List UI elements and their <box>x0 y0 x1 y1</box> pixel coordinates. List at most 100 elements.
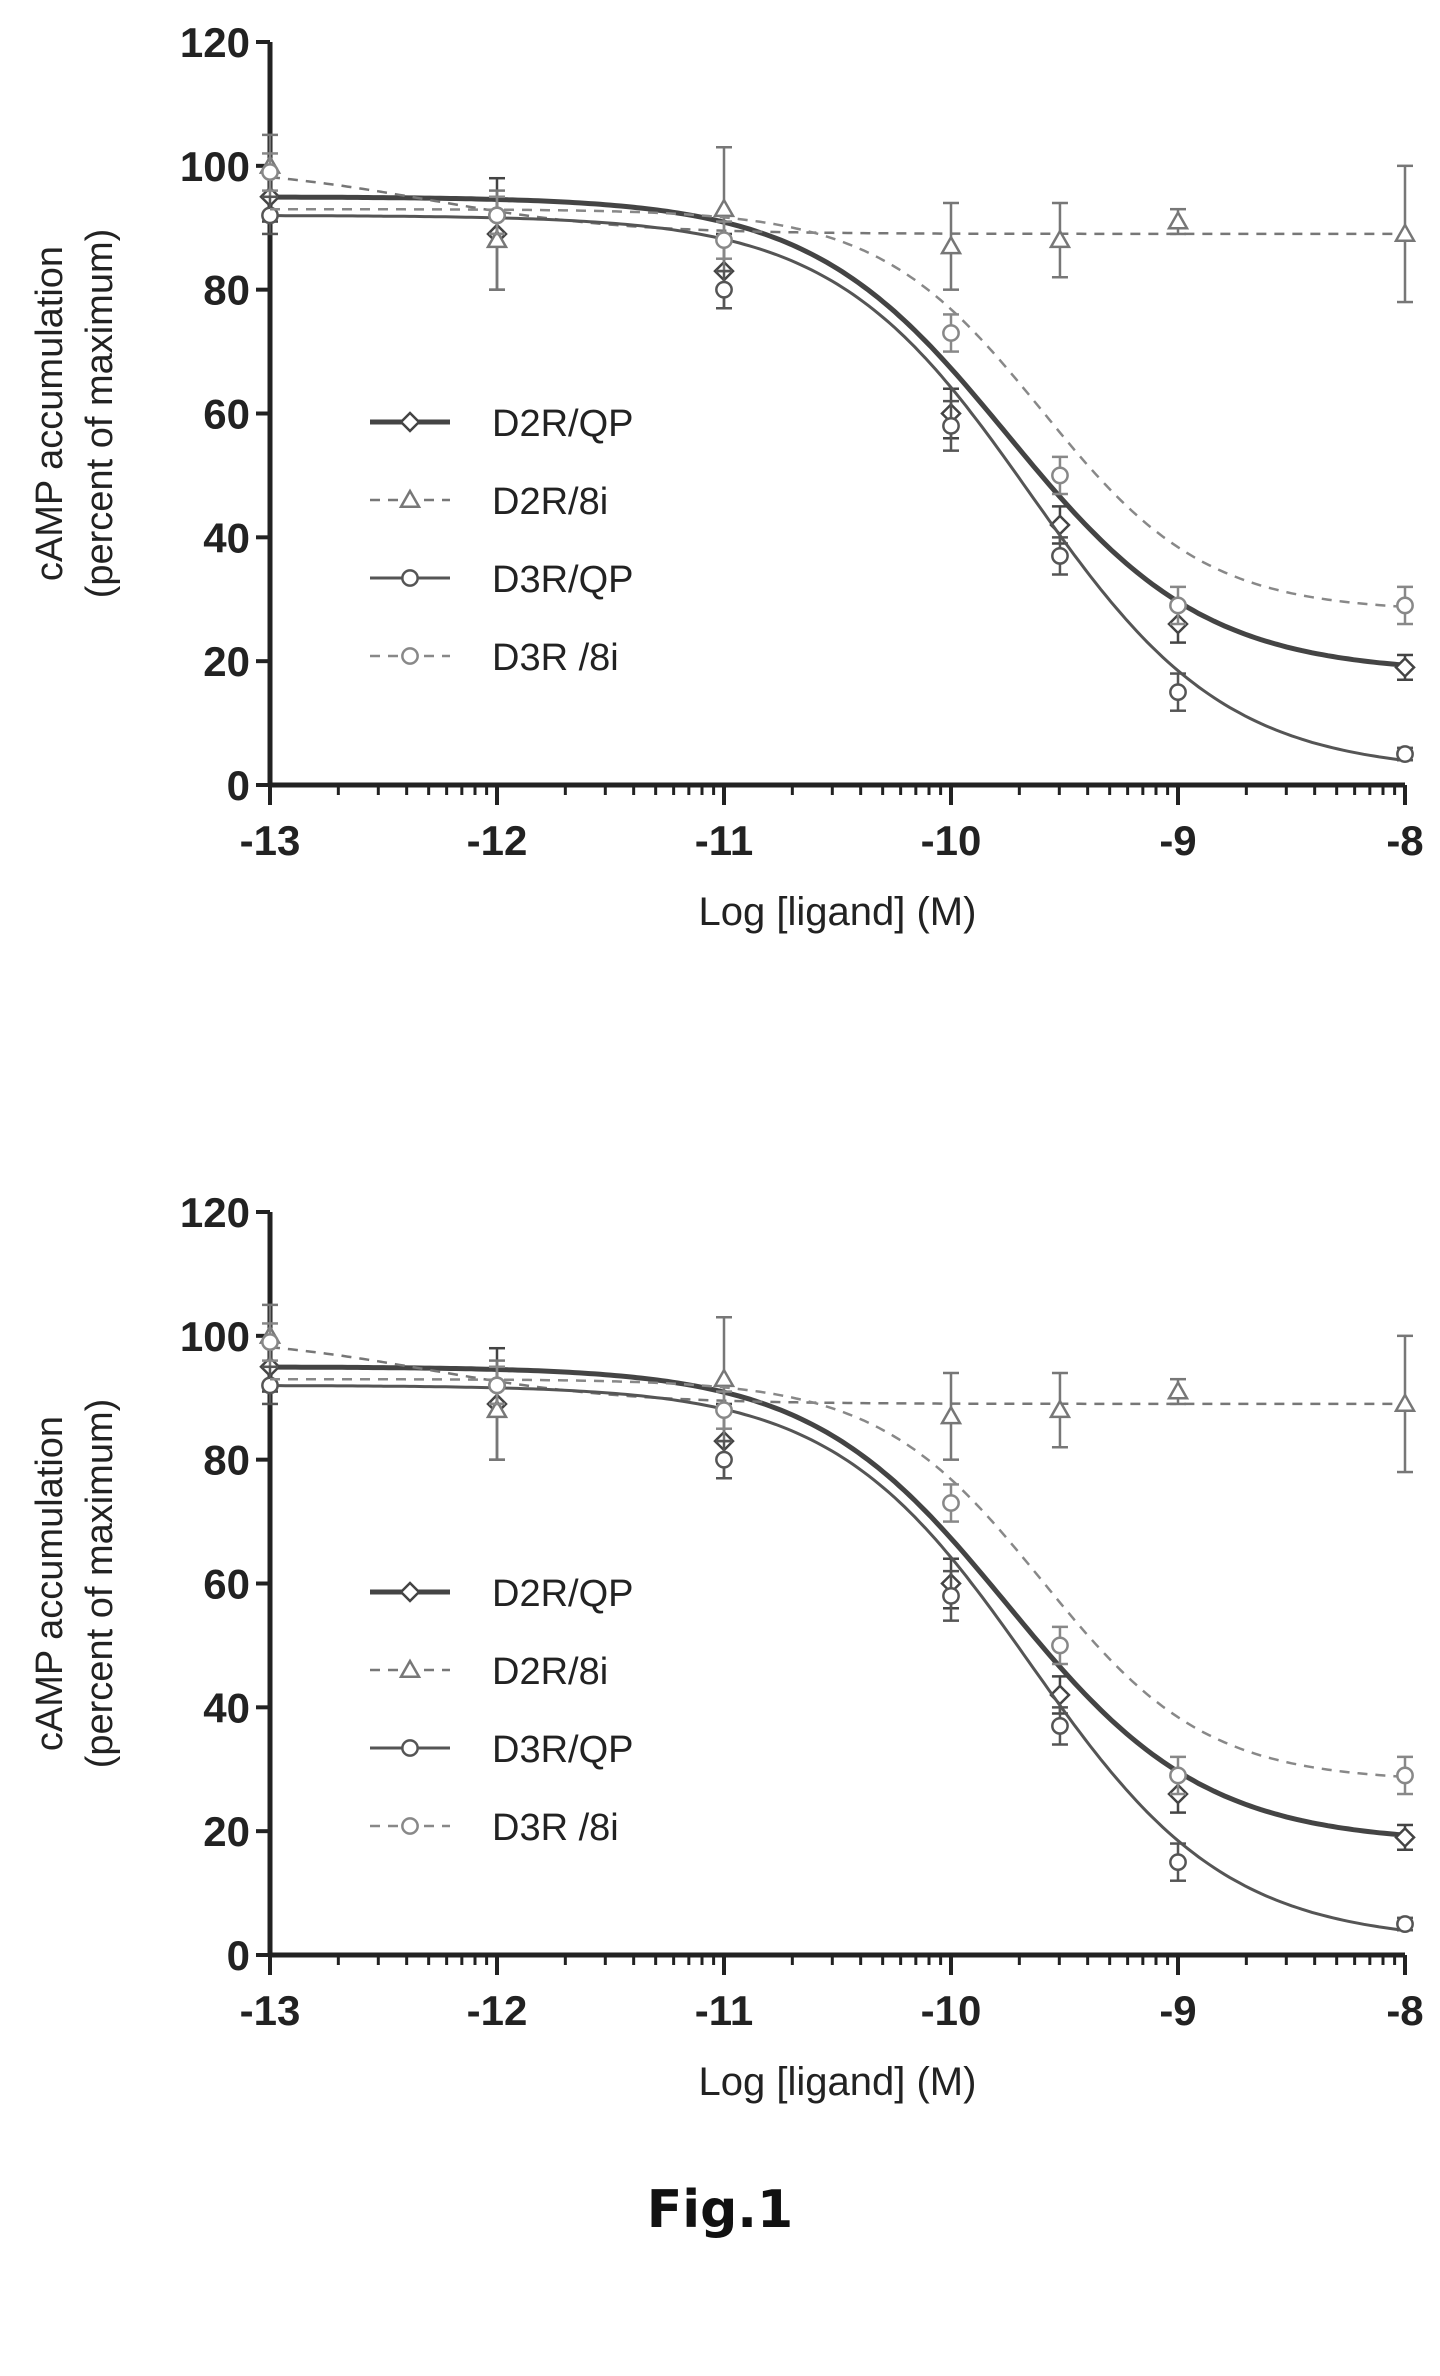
figure-label: Fig.1 <box>646 2180 794 2240</box>
chart-svg-top: 0 20 40 60 80 100 120 -13 -12 -11 -10 -9 -8 Log [liga… <box>29 19 1424 934</box>
c1-x-tick-label-4: -9 <box>1159 1987 1196 2034</box>
c1-legend-label-1: D2R/8i <box>492 1651 608 1693</box>
c0-y-tick-label-2: 40 <box>203 514 250 561</box>
c1-series-1-point <box>1166 1380 1190 1400</box>
c1-y-tick-label-3: 60 <box>203 1561 250 1608</box>
c0-series-3 <box>261 152 1414 626</box>
chart-svg-bottom: 0 20 40 60 80 100 120 -13 -12 -11 -10 -9 -8 Log [liga… <box>29 1189 1424 2104</box>
c0-series-1-point <box>1166 210 1190 230</box>
c1-y-tick-label-1: 20 <box>203 1808 250 1855</box>
c0-series-1-curve <box>269 175 1405 236</box>
c0-x-tick-label-1: -12 <box>467 817 528 864</box>
c1-legend-label-2: D3R/QP <box>492 1729 633 1771</box>
c0-y-axis-sublabel: (percent of maximum) <box>79 229 121 599</box>
c0-legend-marker-3 <box>401 647 419 665</box>
c1-y-tick-label-5: 100 <box>180 1313 250 1360</box>
c0-series-2-point <box>942 416 960 435</box>
c0-series-0-point <box>1394 656 1416 679</box>
c0-x-tick-label-3: -10 <box>921 817 982 864</box>
c0-series-1 <box>258 133 1417 304</box>
c0-series-3-point <box>942 324 960 342</box>
c0-series-1-point <box>939 234 963 255</box>
c0-legend-marker-1 <box>398 488 422 508</box>
c0-legend-marker-2 <box>401 569 419 587</box>
c1-series-3-curve <box>270 1377 1406 1779</box>
c1-legend-label-3: D3R /8i <box>492 1807 619 1849</box>
c1-x-tick-label-0: -13 <box>240 1987 301 2034</box>
c1-series-2 <box>261 1365 1414 1933</box>
c0-series-3-point <box>261 163 279 181</box>
c0-series-2-point <box>261 206 279 225</box>
c0-x-tick-label-4: -9 <box>1159 817 1196 864</box>
c1-series-1-point <box>1048 1398 1072 1419</box>
c0-y-tick-label-4: 80 <box>203 267 250 314</box>
c1-series-3 <box>261 1322 1414 1796</box>
c1-series-0-curve <box>270 1364 1406 1838</box>
c1-x-axis-label: Log [ligand] (M) <box>699 2060 977 2104</box>
c1-series-2-point <box>1169 1853 1187 1872</box>
c0-y-axis-label: cAMP accumulation <box>29 246 71 581</box>
c1-series-1-point <box>1393 1392 1417 1412</box>
c0-y-tick-label-6: 120 <box>180 19 250 66</box>
c1-legend-marker-0 <box>399 1581 421 1603</box>
c1-series-0-point <box>1394 1826 1416 1849</box>
c1-series-1-curve <box>269 1345 1405 1406</box>
c1-y-axis-label: cAMP accumulation <box>29 1416 71 1751</box>
c0-series-2-point <box>1051 547 1069 565</box>
c0-y-tick-label-1: 20 <box>203 638 250 685</box>
c1-series-2-point <box>942 1586 960 1605</box>
c0-series-3-point <box>715 231 733 250</box>
c1-series-1-point <box>485 1398 509 1419</box>
c0-x-axis-label: Log [ligand] (M) <box>699 890 977 934</box>
c1-series-2-curve <box>270 1384 1406 1932</box>
c0-legend-marker-0 <box>399 411 421 433</box>
c0-series-2-curve <box>270 214 1406 762</box>
c1-series-3-point <box>1396 1766 1414 1785</box>
c0-legend-label-1: D2R/8i <box>492 481 608 523</box>
c1-x-tick-label-3: -10 <box>921 1987 982 2034</box>
c1-series-3-point <box>488 1376 506 1395</box>
c1-x-tick-label-5: -8 <box>1386 1987 1423 2034</box>
c0-series-1-point <box>1048 228 1072 249</box>
c0-y-tick-label-0: 0 <box>227 762 250 809</box>
c0-series-3-point <box>1396 596 1414 615</box>
c1-series-1 <box>258 1303 1417 1474</box>
c1-x-tick-label-1: -12 <box>467 1987 528 2034</box>
c1-series-3-point <box>715 1401 733 1420</box>
c0-series-0 <box>259 170 1416 681</box>
c0-x-tick-label-0: -13 <box>240 817 301 864</box>
c0-series-2-point <box>1396 745 1414 763</box>
c1-y-tick-label-0: 0 <box>227 1932 250 1979</box>
c0-legend-label-0: D2R/QP <box>492 403 633 445</box>
c1-y-tick-label-2: 40 <box>203 1684 250 1731</box>
c1-series-2-point <box>715 1450 733 1469</box>
c0-legend-label-3: D3R /8i <box>492 637 619 679</box>
c0-series-2-point <box>715 280 733 299</box>
c1-series-2-point <box>261 1376 279 1395</box>
c0-series-3-point <box>1051 466 1069 485</box>
c1-legend-label-0: D2R/QP <box>492 1573 633 1615</box>
c1-legend-marker-3 <box>401 1817 419 1835</box>
c0-series-3-point <box>488 206 506 225</box>
c0-series-2-point <box>1169 683 1187 702</box>
c0-series-2 <box>261 195 1414 763</box>
c1-y-tick-label-6: 120 <box>180 1189 250 1236</box>
c1-x-tick-label-2: -11 <box>695 1987 753 2034</box>
c1-series-3-point <box>261 1333 279 1351</box>
c1-legend-marker-2 <box>401 1739 419 1757</box>
c0-series-1-point <box>485 228 509 249</box>
c0-series-1-point <box>712 197 736 218</box>
c0-x-tick-label-2: -11 <box>695 817 753 864</box>
c1-y-axis-sublabel: (percent of maximum) <box>79 1399 121 1769</box>
c1-series-2-point <box>1396 1915 1414 1933</box>
c1-legend-marker-1 <box>398 1658 422 1678</box>
c1-series-1-point <box>712 1367 736 1388</box>
c0-series-0-curve <box>270 194 1406 668</box>
c1-series-0 <box>259 1340 1416 1851</box>
c0-series-3-curve <box>270 207 1406 609</box>
c1-y-tick-label-4: 80 <box>203 1437 250 1484</box>
c1-series-1-point <box>939 1404 963 1425</box>
c0-series-1-point <box>1393 222 1417 242</box>
c0-y-tick-label-5: 100 <box>180 143 250 190</box>
chart-bottom: 0 20 40 60 80 100 120 -13 -12 -11 -10 -9 -8 Log [liga… <box>0 1170 1440 2170</box>
